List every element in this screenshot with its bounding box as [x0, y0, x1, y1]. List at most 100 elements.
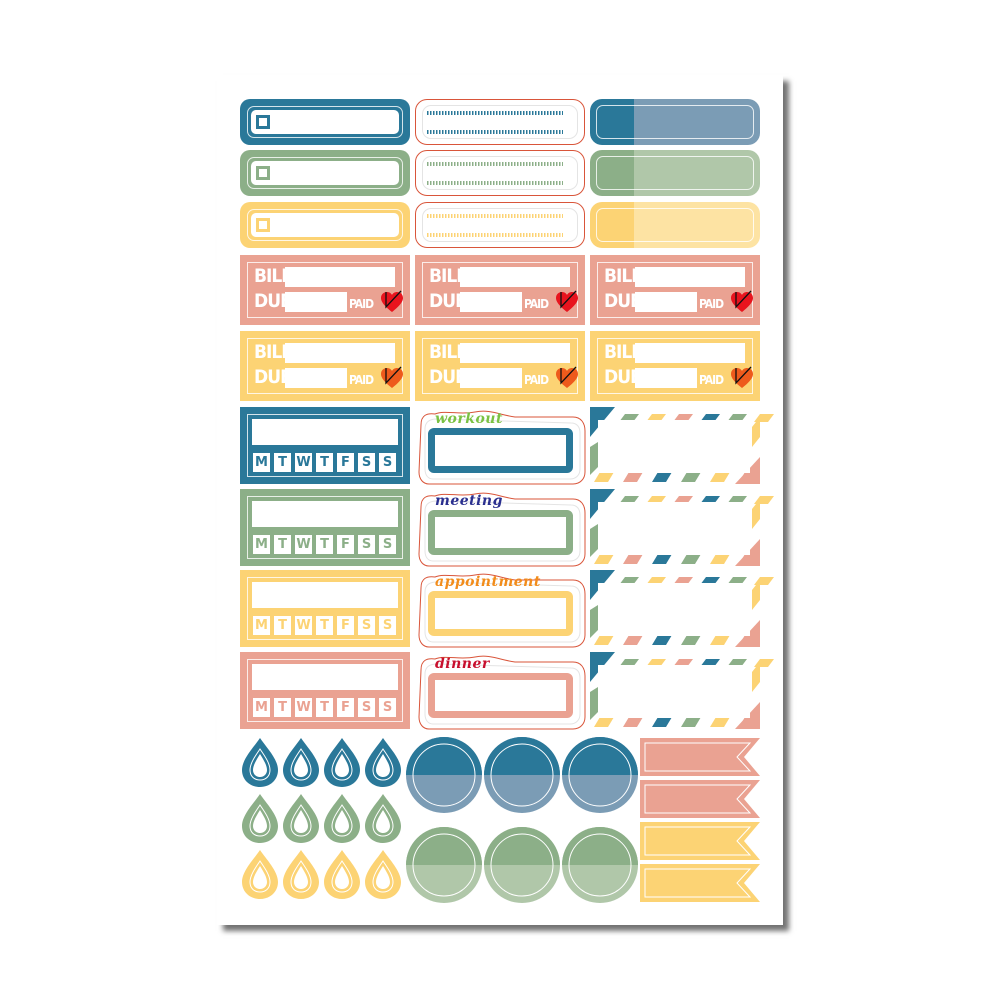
checkbox-icon: [256, 166, 270, 180]
paid-label: PAID: [349, 297, 374, 311]
due-label: DUE: [254, 290, 292, 312]
day-box: S: [379, 535, 396, 554]
heart-check-icon: [556, 290, 578, 312]
split-color-label-sticker: [590, 99, 760, 145]
airmail-stripe: [739, 554, 759, 564]
airmail-stripe: [623, 635, 643, 645]
teardrop-sticker: [365, 794, 401, 843]
teardrop-sticker: [242, 850, 278, 899]
day-box: T: [274, 698, 291, 717]
day-box: T: [316, 698, 333, 717]
airmail-stripe: [652, 472, 672, 482]
airmail-label-sticker: [590, 652, 774, 729]
day-box: T: [316, 616, 333, 635]
circle-sticker: [484, 737, 560, 813]
day-box: M: [253, 616, 270, 635]
inner-outline: [247, 262, 403, 318]
event-label-sticker: appointment: [415, 570, 586, 648]
bill-field: [635, 343, 745, 363]
inner-outline: [422, 338, 578, 394]
inner-outline: [247, 157, 403, 189]
write-field: [252, 664, 398, 690]
dotted-line: [427, 233, 563, 237]
airmail-stripe: [681, 472, 701, 482]
teardrop-sticker: [324, 794, 360, 843]
paid-label: PAID: [524, 297, 549, 311]
event-label-text: workout: [435, 411, 503, 427]
bill-field: [635, 267, 745, 287]
inner-outline: [597, 338, 753, 394]
airmail-stripe: [594, 554, 614, 564]
dotted-line-label-sticker: [415, 99, 585, 145]
day-box: W: [295, 453, 312, 472]
bill-due-sticker: BILL DUE PAID: [415, 331, 585, 401]
bill-due-sticker: BILL DUE PAID: [240, 331, 410, 401]
inner-outline: [247, 496, 403, 559]
airmail-stripe: [710, 717, 730, 727]
day-box: T: [274, 453, 291, 472]
teardrop-sticker: [283, 850, 319, 899]
airmail-stripe: [652, 717, 672, 727]
dotted-line: [427, 130, 563, 134]
due-label: DUE: [254, 366, 292, 388]
teardrop-sticker: [365, 850, 401, 899]
due-field: [635, 292, 697, 312]
dotted-line-label-sticker: [415, 150, 585, 196]
due-field: [285, 292, 347, 312]
event-label-text: meeting: [435, 493, 503, 509]
inner-outline: [247, 209, 403, 241]
heart-check-icon: [556, 366, 578, 388]
event-label-sticker: dinner: [415, 652, 586, 730]
heart-check-icon: [381, 366, 403, 388]
inner-outline: [247, 659, 403, 722]
day-box: T: [274, 535, 291, 554]
airmail-label-sticker: [590, 570, 774, 647]
event-label-sticker: meeting: [415, 489, 586, 567]
due-field: [460, 368, 522, 388]
due-label: DUE: [429, 290, 467, 312]
write-field: [252, 419, 398, 445]
checkbox-icon: [256, 218, 270, 232]
paid-label: PAID: [699, 297, 724, 311]
due-field: [285, 368, 347, 388]
inner-outline: [247, 414, 403, 477]
day-box: S: [358, 535, 375, 554]
airmail-stripe: [652, 554, 672, 564]
dotted-line: [427, 214, 563, 218]
inner-outline: [422, 156, 578, 190]
dotted-line: [427, 181, 563, 185]
airmail-stripe: [594, 635, 614, 645]
checkbox-label-sticker: [240, 99, 410, 145]
inner-outline: [247, 577, 403, 640]
due-label: DUE: [604, 290, 642, 312]
bill-field: [460, 343, 570, 363]
day-box: S: [358, 698, 375, 717]
day-box: S: [379, 453, 396, 472]
inner-outline: [422, 208, 578, 242]
write-box: [428, 591, 573, 636]
teardrop-sticker: [324, 738, 360, 787]
bill-label: BILL: [254, 265, 292, 287]
write-field: [251, 213, 399, 237]
airmail-stripe: [739, 635, 759, 645]
teardrop-sticker: [365, 738, 401, 787]
teardrop-sticker: [283, 794, 319, 843]
bill-label: BILL: [604, 341, 642, 363]
airmail-stripe: [739, 717, 759, 727]
dotted-line: [427, 111, 563, 115]
heart-check-icon: [731, 290, 753, 312]
circle-sticker: [406, 737, 482, 813]
airmail-stripe: [710, 472, 730, 482]
day-box: W: [295, 535, 312, 554]
circle-sticker: [484, 827, 560, 903]
day-box: F: [337, 698, 354, 717]
teardrop-sticker: [324, 850, 360, 899]
due-field: [635, 368, 697, 388]
write-field: [252, 582, 398, 608]
event-label-text: appointment: [435, 574, 541, 590]
write-field: [251, 161, 399, 185]
checkbox-icon: [256, 115, 270, 129]
